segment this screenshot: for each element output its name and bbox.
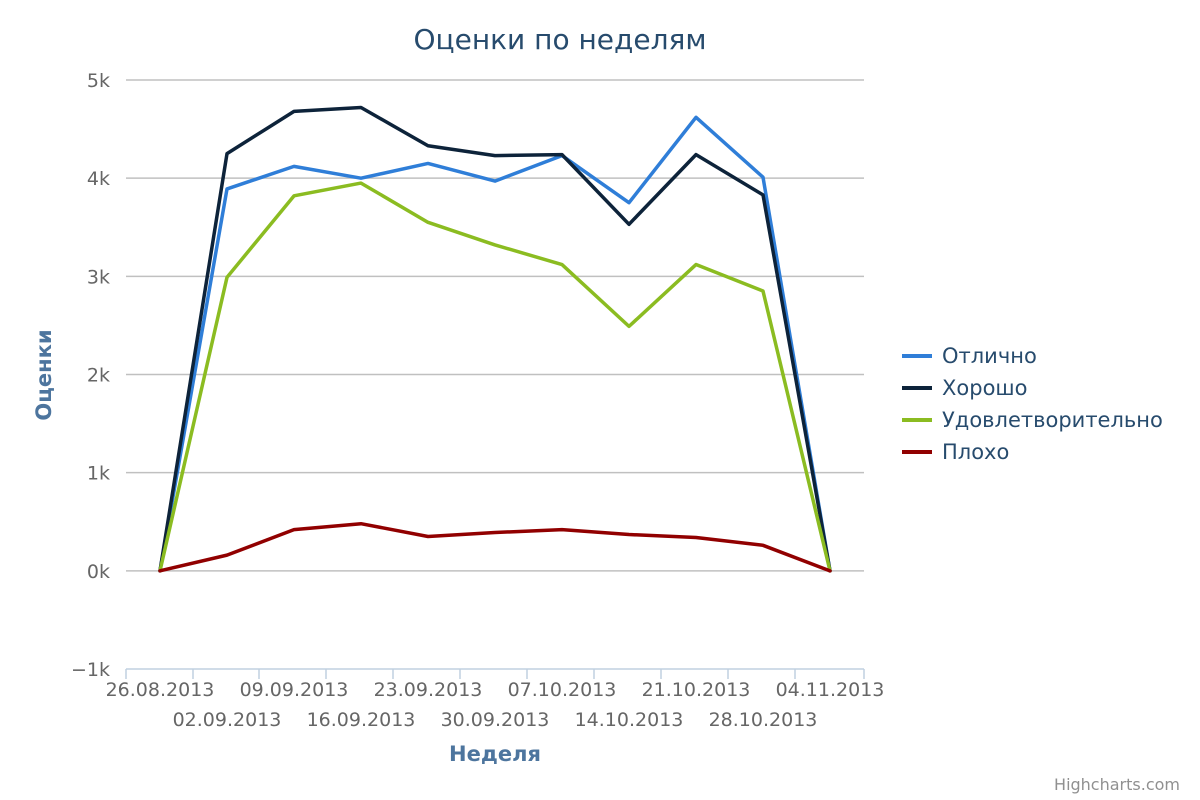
- x-tick-label: 14.10.2013: [575, 709, 684, 731]
- x-tick-label: 09.09.2013: [240, 679, 349, 701]
- y-axis-title: Оценки: [32, 329, 56, 420]
- y-tick-label: −1k: [71, 659, 110, 681]
- x-tick-label: 07.10.2013: [508, 679, 617, 701]
- legend-label: Плохо: [942, 440, 1009, 464]
- y-tick-label: 4k: [87, 168, 110, 190]
- x-axis-title: Неделя: [449, 742, 541, 766]
- x-tick-label: 04.11.2013: [776, 679, 885, 701]
- series-line-1[interactable]: [158, 105, 832, 573]
- x-tick-label: 26.08.2013: [106, 679, 215, 701]
- x-tick-label: 28.10.2013: [709, 709, 818, 731]
- legend-label: Хорошо: [942, 376, 1027, 400]
- credits-link[interactable]: Highcharts.com: [1054, 775, 1180, 794]
- grid-lines: [126, 79, 864, 572]
- series-line-0[interactable]: [158, 115, 832, 573]
- y-tick-label: 1k: [87, 463, 110, 485]
- x-axis: [125, 668, 865, 679]
- legend-item[interactable]: Удовлетворительно: [902, 408, 1163, 432]
- x-tick-label: 02.09.2013: [173, 709, 282, 731]
- x-tick-label: 16.09.2013: [307, 709, 416, 731]
- legend-item[interactable]: Хорошо: [902, 376, 1027, 400]
- series-line-3[interactable]: [158, 521, 832, 573]
- series-group: [158, 105, 832, 573]
- chart-title: Оценки по неделям: [414, 23, 707, 56]
- legend-item[interactable]: Плохо: [902, 440, 1009, 464]
- legend-label: Отлично: [942, 344, 1037, 368]
- legend-label: Удовлетворительно: [942, 408, 1163, 432]
- x-tick-label: 23.09.2013: [374, 679, 483, 701]
- y-tick-label: 0k: [87, 561, 110, 583]
- series-line-2[interactable]: [158, 181, 832, 573]
- y-axis-labels: −1k 0k 1k 2k 3k 4k 5k: [71, 70, 110, 681]
- y-tick-label: 3k: [87, 266, 110, 288]
- legend-item[interactable]: Отлично: [902, 344, 1037, 368]
- y-tick-label: 5k: [87, 70, 110, 92]
- x-axis-labels: 26.08.2013 02.09.2013 09.09.2013 16.09.2013…: [106, 679, 885, 731]
- x-tick-label: 30.09.2013: [441, 709, 550, 731]
- legend: Отлично Хорошо Удовлетворительно Плохо: [902, 344, 1163, 464]
- x-tick-label: 21.10.2013: [642, 679, 751, 701]
- y-tick-label: 2k: [87, 365, 110, 387]
